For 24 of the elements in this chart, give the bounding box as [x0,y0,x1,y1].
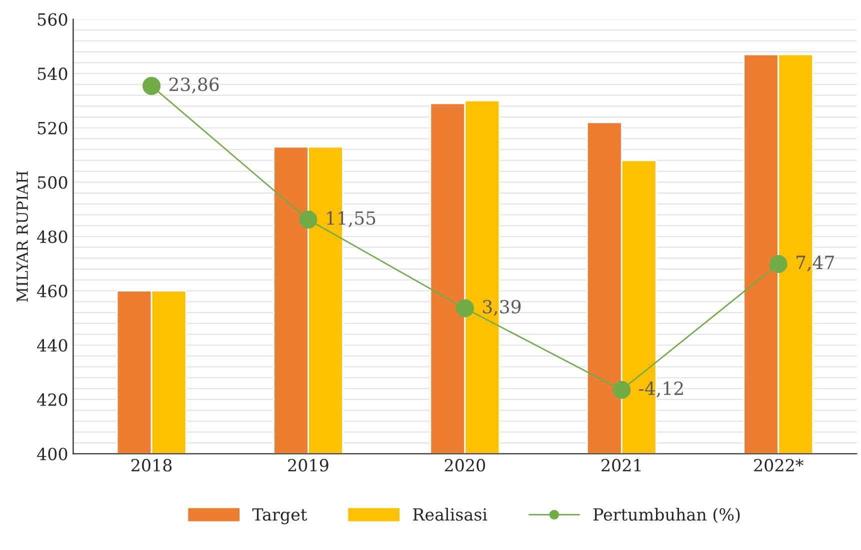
legend-label: Target [252,508,308,524]
point [299,210,318,229]
point [142,76,161,95]
y-tick-label: 460 [37,284,68,298]
x-tick-label: 2019 [288,458,328,472]
y-tick-label: 440 [37,339,68,352]
y-tick-label: 560 [38,13,68,26]
y-axis-title: MILYAR RUPIAH [16,171,28,302]
x-tick-label: 2020 [444,458,486,472]
y-tick-label: 420 [37,393,68,406]
x-tick-label: 2022* [754,458,804,472]
legend-label: Realisasi [413,508,488,521]
x-tick-label: 2021 [602,458,640,472]
y-tick-label: 540 [38,68,68,80]
y-tick-label: 520 [38,122,68,134]
y-tick-label: 400 [37,448,68,460]
x-tick-label: 2018 [131,458,172,472]
y-tick-label: 500 [38,176,68,189]
point [769,254,788,274]
legend-label: Pertumbuhan (%) [593,508,740,524]
point [612,380,631,399]
y-tick-label: 480 [37,230,68,244]
point [456,299,474,318]
data-label: 23,86 [169,78,219,94]
